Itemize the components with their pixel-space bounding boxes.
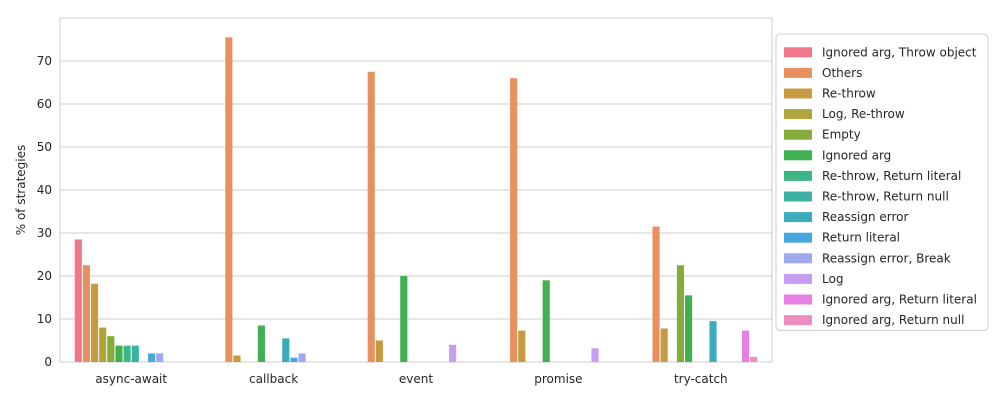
legend-label: Ignored arg, Return literal [822,293,977,307]
legend-label: Reassign error [822,210,909,224]
bar: Re-throw / event: 5 [375,340,383,362]
legend-swatch [784,88,812,99]
bar: Reassign error / callback: 5.5 [282,338,290,362]
bar: Re-throw / try-catch: 7.8 [660,328,668,362]
bar: Ignored arg / try-catch: 15.5 [685,295,693,362]
legend-swatch [784,294,812,305]
bar: Re-throw / async-await: 18.2 [91,283,99,362]
y-tick-label: 20 [37,269,52,283]
bar: Re-throw / callback: 1.5 [233,355,241,362]
bar: Ignored arg, Return literal / try-catch:… [741,330,750,362]
y-tick-label: 10 [37,312,52,326]
legend-swatch [784,212,812,223]
legend-swatch [784,129,812,140]
legend-swatch [784,232,812,243]
y-axis-label: % of strategies [14,145,28,236]
bar: Ignored arg / event: 20 [400,276,408,362]
x-tick-label: try-catch [674,372,728,386]
bar: Others / callback: 75.5 [225,37,233,362]
legend-label: Re-throw, Return null [822,190,949,204]
y-tick-label: 40 [37,183,52,197]
bar: Re-throw / promise: 7.3 [518,330,526,362]
legend-label: Return literal [822,231,900,245]
legend: Ignored arg, Throw object Others Re-throw L… [775,33,989,331]
bar: Ignored arg / promise: 19 [542,280,550,362]
y-tick-label: 60 [37,97,52,111]
legend-label: Empty [822,128,861,142]
bar: Log / event: 4 [449,344,457,362]
bar: Log, Re-throw / async-await: 8 [99,327,107,362]
legend-label: Ignored arg, Return null [822,313,964,327]
bar: Others / event: 67.5 [367,71,375,362]
bar: Re-throw, Return literal / async-await: … [123,345,131,362]
y-tick-label: 50 [37,140,52,154]
bar: Ignored arg / callback: 8.5 [257,325,265,362]
bar: Ignored arg, Return null / try-catch: 1.… [750,356,758,362]
bar: Reassign error, Break / async-await: 2 [156,353,164,362]
axes: 0 10 20 30 40 50 60 70 async-await callback event p… [37,54,728,386]
bar: Log / promise: 3.2 [591,348,599,362]
bar: Others / async-await: 22.5 [82,265,91,362]
bar: Others / promise: 66 [510,78,518,362]
bar: Return literal / async-await: 2 [147,353,156,362]
legend-label: Re-throw [822,87,876,101]
grid-lines [59,17,773,363]
bar: Empty / try-catch: 22.5 [676,265,685,362]
legend-label: Ignored arg [822,148,891,162]
legend-swatch [784,170,812,181]
x-tick-label: event [399,372,433,386]
legend-label: Ignored arg, Throw object [822,45,977,59]
legend-swatch [784,191,812,202]
legend-box [775,33,989,331]
bar: Reassign error / try-catch: 9.5 [709,321,717,362]
legend-swatch [784,47,812,58]
x-tick-label: callback [249,372,298,386]
legend-label: Others [822,66,862,80]
y-tick-label: 70 [37,54,52,68]
legend-swatch [784,109,812,120]
legend-swatch [784,150,812,161]
legend-label: Log, Re-throw [822,107,905,121]
legend-swatch [784,315,812,326]
y-tick-label: 0 [44,355,52,369]
bar: Reassign error, Break / callback: 2 [298,353,306,362]
x-tick-label: promise [534,372,582,386]
bar: Empty / async-await: 6 [107,336,115,362]
legend-swatch [784,253,812,264]
bar: Return literal / callback: 1 [290,357,298,362]
bar: Ignored arg / async-await: 3.8 [115,345,123,362]
bar: Ignored arg, Throw object / async-await:… [74,239,82,362]
legend-swatch [784,67,812,78]
bar: Re-throw, Return null / async-await: 3.8 [131,345,139,362]
bars: Ignored arg, Throw object / async-await:… [74,37,758,362]
legend-label: Re-throw, Return literal [822,169,961,183]
bar: Others / try-catch: 31.5 [652,226,660,362]
legend-swatch [784,273,812,284]
legend-label: Reassign error, Break [822,251,951,265]
legend-label: Log [822,272,843,286]
x-tick-label: async-await [95,372,167,386]
y-tick-label: 30 [37,226,52,240]
